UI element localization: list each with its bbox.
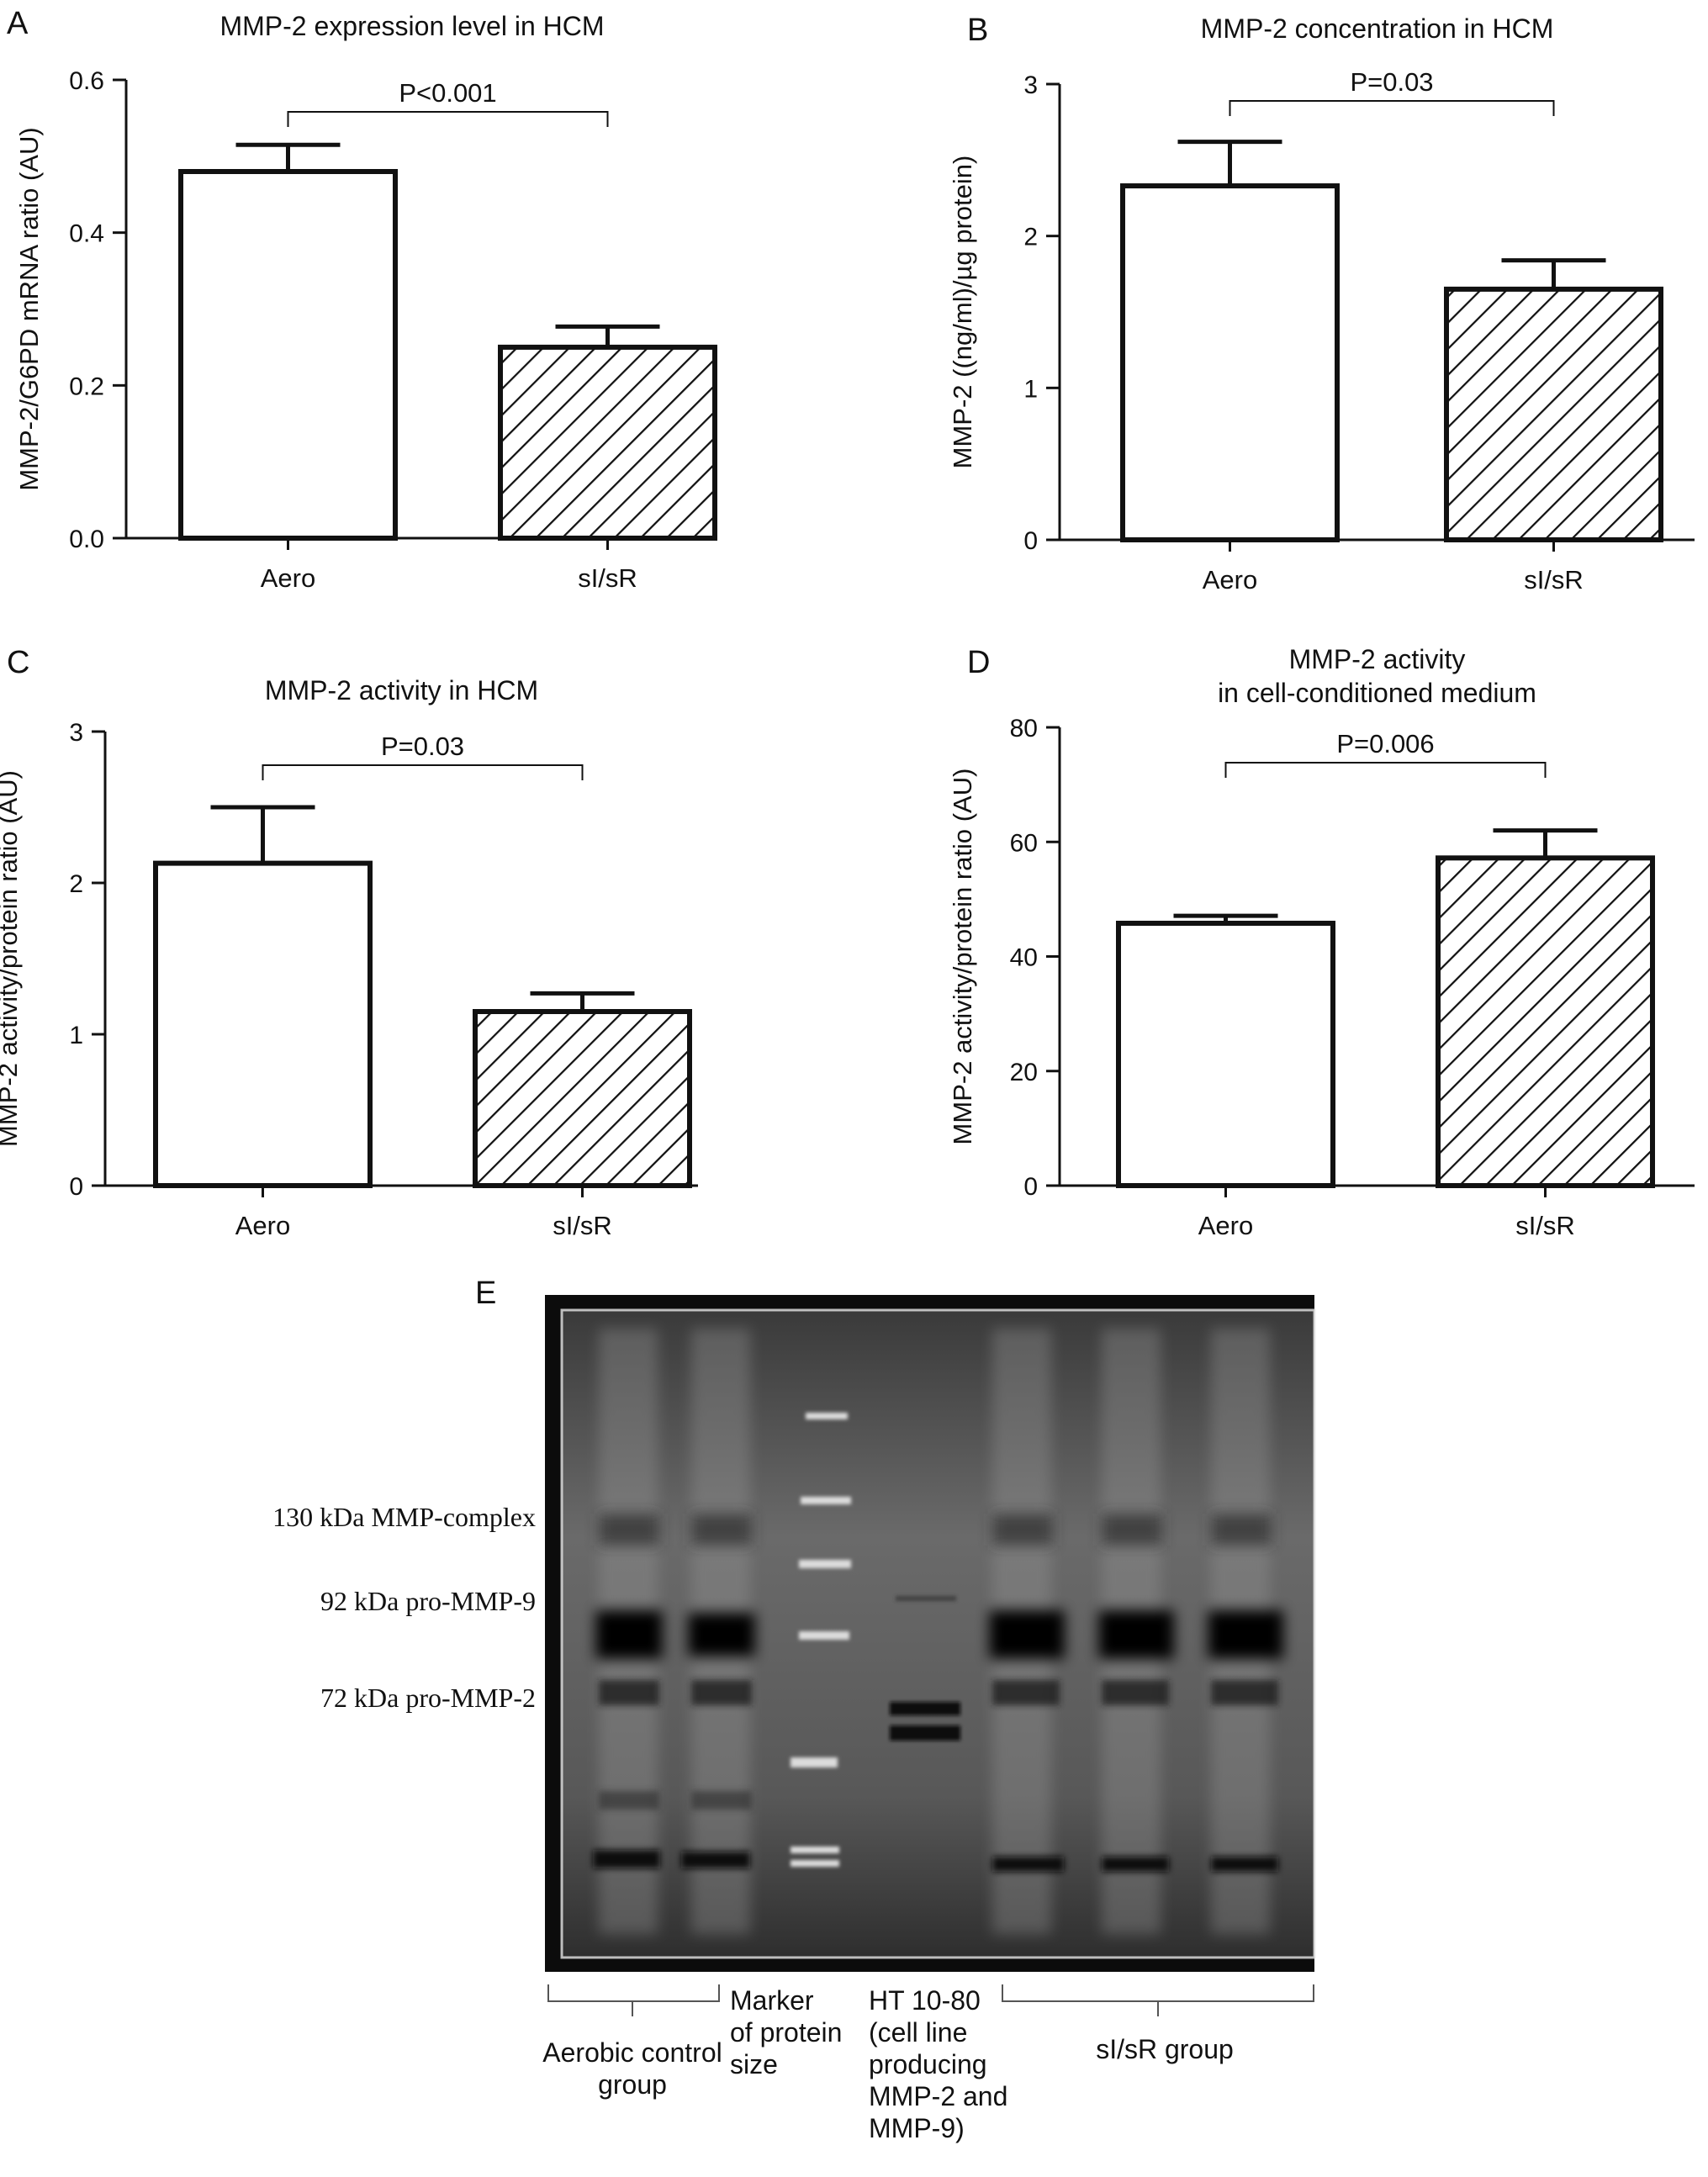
chart-title: MMP-2 activity in cell-conditioned medium [1218,644,1536,708]
lane-label-ht1080: HT 10-80 (cell line producing MMP-2 and MMP-… [869,1985,1007,2143]
y-axis-label: MMP-2 activity/protein ratio (AU) [948,769,977,1145]
y-axis-label: MMP-2/G6PD mRNA ratio (AU) [14,127,44,490]
error-bar [1493,828,1598,859]
bar-si-sr [473,1009,692,1188]
y-tick-label: 0 [69,1173,83,1201]
lane-label-sisr-group: sI/sR group [1096,2034,1234,2064]
bar-si-sr [1444,286,1663,542]
chart-panel-c: C MMP-2 activity in HCM 0 1 2 3 MMP-2 activit… [0,645,698,1240]
x-tick-label: Aero [1203,565,1257,594]
significance-bracket [262,764,584,780]
error-bar [1177,140,1282,187]
chart-title: MMP-2 expression level in HCM [219,11,604,41]
significance-label: P=0.03 [381,732,464,761]
band-label-72kda: 72 kDa pro-MMP-2 [320,1683,536,1713]
y-tick-label: 0.0 [69,526,104,553]
panel-letter-a: A [7,6,29,41]
panel-letter-d: D [967,645,990,680]
y-axis-label: MMP-2 ((ng/ml)/µg protein) [948,156,977,469]
error-bar [235,142,341,172]
band-label-92kda: 92 kDa pro-MMP-9 [320,1586,536,1616]
y-tick-label: 0.6 [69,67,104,95]
panel-letter-c: C [7,645,29,680]
significance-bracket [1224,762,1547,778]
band-label-130kda: 130 kDa MMP-complex [272,1502,536,1532]
error-bar [210,805,315,864]
x-tick-label: sI/sR [553,1211,612,1240]
x-tick-label: sI/sR [578,563,637,593]
y-tick-label: 40 [1010,944,1038,972]
chart-panel-d: D MMP-2 activity in cell-conditioned medi… [948,644,1695,1240]
y-tick-label: 80 [1010,715,1038,742]
significance-label: P=0.03 [1350,67,1433,97]
significance-label: P=0.006 [1336,729,1434,758]
lane-label-aerobic-control: Aerobic control group [542,2037,722,2100]
x-tick-label: Aero [1198,1211,1253,1240]
bar-si-sr [498,344,717,541]
error-bar [1501,258,1606,289]
chart-panel-b: B MMP-2 concentration in HCM 0 1 2 3 MMP-2 ((… [948,13,1695,594]
lane-brackets [547,1984,1314,2016]
bar-aero [178,169,398,541]
y-tick-label: 20 [1010,1059,1038,1086]
y-tick-label: 2 [1023,224,1038,251]
significance-bracket [1229,100,1555,116]
panel-letter-e: E [475,1276,496,1311]
y-tick-label: 2 [69,870,83,898]
y-tick-label: 0.2 [69,373,104,400]
error-bar [1173,913,1278,923]
gel-image [545,1295,1316,1972]
panel-letter-b: B [967,13,988,48]
y-tick-label: 3 [69,719,83,747]
significance-bracket [287,111,609,127]
bar-aero [153,860,373,1188]
y-tick-label: 1 [69,1022,83,1049]
bar-aero [1116,920,1335,1188]
x-tick-label: Aero [235,1211,290,1240]
chart-panel-a: A MMP-2 expression level in HCM 0.0 0.2 0.4… [7,6,717,593]
y-axis-label: MMP-2 activity/protein ratio (AU) [0,770,23,1147]
error-bar [530,991,635,1012]
bar-aero [1120,183,1340,542]
y-tick-label: 3 [1023,71,1038,99]
y-tick-label: 60 [1010,829,1038,857]
error-bar [555,324,660,347]
x-tick-label: Aero [261,563,315,593]
y-tick-label: 0 [1023,527,1038,555]
x-tick-label: sI/sR [1515,1211,1575,1240]
chart-title: MMP-2 concentration in HCM [1201,13,1554,44]
lane-label-marker: Marker of protein size [730,1985,842,2079]
y-tick-label: 0 [1023,1173,1038,1201]
bar-si-sr [1436,855,1655,1188]
y-tick-label: 0.4 [69,220,104,248]
chart-title: MMP-2 activity in HCM [265,675,538,705]
gel-panel-e: E [272,1276,1316,2143]
y-tick-label: 1 [1023,375,1038,403]
x-tick-label: sI/sR [1524,565,1584,594]
significance-label: P<0.001 [399,78,496,108]
